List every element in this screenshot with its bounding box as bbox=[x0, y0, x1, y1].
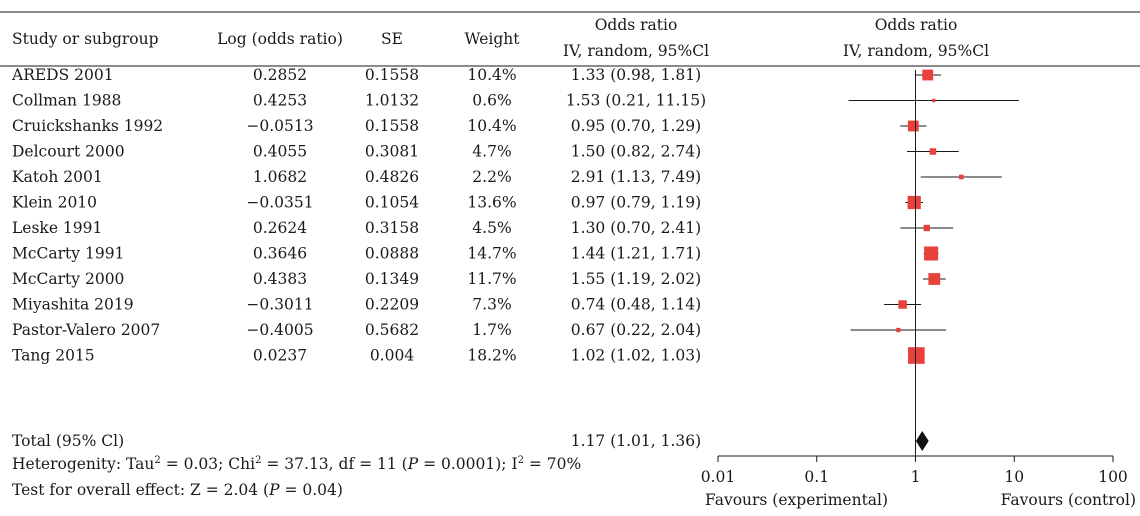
log-or-value: 0.4055 bbox=[253, 143, 307, 161]
se-value: 0.1558 bbox=[365, 66, 419, 84]
weight-value: 10.4% bbox=[467, 66, 516, 84]
pooled-diamond bbox=[915, 431, 929, 451]
plot-area bbox=[848, 69, 1019, 456]
axis-tick-label: 10 bbox=[1004, 468, 1024, 486]
study-name: Cruickshanks 1992 bbox=[12, 117, 163, 135]
study-name: AREDS 2001 bbox=[11, 66, 114, 84]
study-name: McCarty 1991 bbox=[12, 245, 124, 263]
weight-value: 10.4% bbox=[467, 117, 516, 135]
log-or-value: −0.4005 bbox=[246, 321, 313, 339]
study-name: Leske 1991 bbox=[12, 219, 102, 237]
study-marker bbox=[907, 195, 921, 210]
log-or-value: 0.4253 bbox=[253, 92, 307, 110]
weight-value: 2.2% bbox=[472, 168, 511, 186]
weight-value: 11.7% bbox=[467, 270, 516, 288]
se-value: 0.1054 bbox=[365, 194, 419, 212]
overall-effect-text: Test for overall effect: Z = 2.04 (P = 0… bbox=[12, 481, 343, 499]
se-value: 0.3158 bbox=[365, 219, 419, 237]
total-ci: 1.17 (1.01, 1.36) bbox=[571, 432, 701, 450]
header-plot-line2: IV, random, 95%Cl bbox=[843, 42, 989, 60]
weight-value: 18.2% bbox=[467, 347, 516, 365]
ci-value: 1.55 (1.19, 2.02) bbox=[571, 270, 701, 288]
se-value: 0.3081 bbox=[365, 143, 419, 161]
x-axis: 0.01 0.1 1 10 100 bbox=[701, 455, 1128, 486]
study-name: Tang 2015 bbox=[12, 347, 95, 365]
ci-value: 0.74 (0.48, 1.14) bbox=[571, 296, 701, 314]
study-marker bbox=[932, 98, 936, 103]
total-label: Total (95% Cl) bbox=[12, 432, 124, 450]
study-name: Miyashita 2019 bbox=[12, 296, 134, 314]
log-or-value: 1.0682 bbox=[253, 168, 307, 186]
log-or-value: 0.3646 bbox=[253, 245, 307, 263]
study-name: Pastor-Valero 2007 bbox=[12, 321, 160, 339]
se-value: 0.1558 bbox=[365, 117, 419, 135]
favours-control: Favours (control) bbox=[1001, 491, 1136, 509]
weight-value: 4.5% bbox=[472, 219, 511, 237]
header-or-line2: IV, random, 95%Cl bbox=[563, 42, 709, 60]
ci-value: 1.50 (0.82, 2.74) bbox=[571, 143, 701, 161]
weight-value: 4.7% bbox=[472, 143, 511, 161]
se-value: 0.5682 bbox=[365, 321, 419, 339]
ci-value: 0.95 (0.70, 1.29) bbox=[571, 117, 701, 135]
ci-value: 1.30 (0.70, 2.41) bbox=[571, 219, 701, 237]
log-or-value: 0.0237 bbox=[253, 347, 307, 365]
ci-value: 1.53 (0.21, 11.15) bbox=[566, 92, 706, 110]
se-value: 0.4826 bbox=[365, 168, 419, 186]
se-value: 0.1349 bbox=[365, 270, 419, 288]
weight-value: 14.7% bbox=[467, 245, 516, 263]
log-or-value: −0.0351 bbox=[246, 194, 313, 212]
log-or-value: 0.4383 bbox=[253, 270, 307, 288]
log-or-value: 0.2624 bbox=[253, 219, 307, 237]
study-marker bbox=[908, 347, 925, 364]
weight-value: 7.3% bbox=[472, 296, 511, 314]
ci-value: 0.97 (0.79, 1.19) bbox=[571, 194, 701, 212]
ci-value: 0.67 (0.22, 2.04) bbox=[571, 321, 701, 339]
se-value: 0.2209 bbox=[365, 296, 419, 314]
header-plot-line1: Odds ratio bbox=[875, 16, 958, 34]
axis-tick-label: 0.01 bbox=[701, 468, 736, 486]
study-name: Klein 2010 bbox=[12, 194, 97, 212]
study-marker bbox=[896, 327, 901, 333]
header-or-line1: Odds ratio bbox=[595, 16, 678, 34]
weight-value: 0.6% bbox=[472, 92, 511, 110]
ci-value: 1.33 (0.98, 1.81) bbox=[571, 66, 701, 84]
study-marker bbox=[898, 300, 907, 309]
header-se: SE bbox=[381, 30, 403, 48]
study-marker bbox=[924, 246, 939, 261]
header-weight: Weight bbox=[465, 30, 521, 48]
study-marker bbox=[907, 120, 919, 132]
header-study: Study or subgroup bbox=[12, 30, 159, 48]
se-value: 1.0132 bbox=[365, 92, 419, 110]
axis-tick-label: 1 bbox=[911, 468, 921, 486]
study-rows: AREDS 2001 0.2852 0.1558 10.4% 1.33 (0.98, 1… bbox=[11, 66, 706, 365]
study-marker bbox=[929, 148, 937, 155]
weight-value: 13.6% bbox=[467, 194, 516, 212]
ci-value: 1.44 (1.21, 1.71) bbox=[571, 245, 701, 263]
study-name: McCarty 2000 bbox=[12, 270, 124, 288]
study-marker bbox=[928, 273, 941, 285]
axis-tick-label: 100 bbox=[1098, 468, 1128, 486]
study-marker bbox=[958, 174, 964, 180]
study-marker bbox=[923, 224, 930, 232]
axis-tick-label: 0.1 bbox=[804, 468, 829, 486]
se-value: 0.004 bbox=[370, 347, 415, 365]
weight-value: 1.7% bbox=[472, 321, 511, 339]
log-or-value: 0.2852 bbox=[253, 66, 307, 84]
se-value: 0.0888 bbox=[365, 245, 419, 263]
log-or-value: −0.3011 bbox=[246, 296, 313, 314]
study-name: Collman 1988 bbox=[12, 92, 121, 110]
ci-value: 2.91 (1.13, 7.49) bbox=[571, 168, 701, 186]
header-log-or: Log (odds ratio) bbox=[217, 30, 343, 48]
heterogeneity-text: Heterogenity: Tau2 = 0.03; Chi2 = 37.13,… bbox=[12, 455, 582, 474]
study-name: Delcourt 2000 bbox=[12, 143, 125, 161]
favours-experimental: Favours (experimental) bbox=[705, 491, 888, 509]
log-or-value: −0.0513 bbox=[246, 117, 313, 135]
study-name: Katoh 2001 bbox=[12, 168, 103, 186]
study-marker bbox=[922, 69, 934, 81]
ci-value: 1.02 (1.02, 1.03) bbox=[571, 347, 701, 365]
